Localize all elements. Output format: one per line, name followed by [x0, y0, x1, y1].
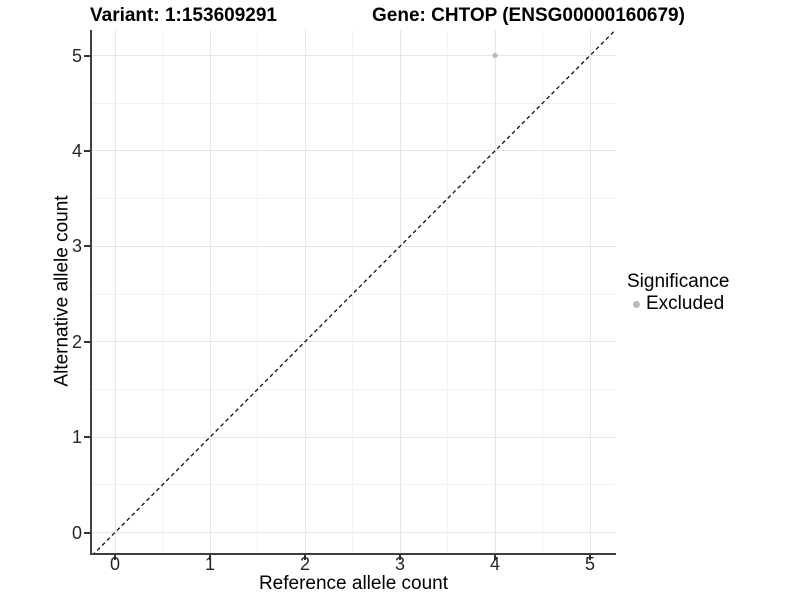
- gridline-y-major: [92, 341, 615, 343]
- x-tick-label: 3: [394, 554, 405, 574]
- gridline-x-minor: [352, 30, 353, 553]
- gridline-x-major: [209, 30, 211, 553]
- y-tick-label: 5: [71, 45, 82, 66]
- plot-title-gene: Gene: CHTOP (ENSG00000160679): [372, 5, 685, 26]
- x-tick-mark: [114, 555, 116, 560]
- x-tick-mark: [399, 555, 401, 560]
- data-point: [492, 52, 498, 59]
- gridline-y-minor: [92, 102, 615, 104]
- gridline-y-minor: [92, 388, 615, 390]
- gridline-x-major: [399, 30, 401, 553]
- gridline-y-major: [92, 436, 615, 438]
- x-axis-line: [90, 553, 616, 555]
- legend-key-dot-icon: [633, 300, 640, 308]
- x-tick-mark: [589, 555, 591, 560]
- gridline-y-major: [92, 150, 615, 152]
- gridline-x-major: [494, 30, 496, 553]
- y-tick-label: 3: [71, 236, 82, 257]
- y-tick-mark: [84, 531, 90, 534]
- legend: Significance Excluded: [627, 271, 729, 315]
- gridline-y-minor: [92, 293, 615, 295]
- x-tick-mark: [494, 555, 496, 560]
- identity-dashed-line: [93, 30, 615, 553]
- gridline-y-major: [92, 532, 615, 533]
- x-tick-label: 1: [204, 554, 215, 574]
- x-tick-mark: [209, 555, 211, 560]
- x-axis-title: Reference allele count: [258, 573, 449, 594]
- gridline-x-major: [304, 30, 306, 553]
- x-tick-label: 4: [489, 554, 500, 574]
- gridline-x-minor: [447, 30, 448, 553]
- y-tick-mark: [84, 436, 90, 439]
- gridline-x-major: [114, 30, 116, 553]
- gridline-x-minor: [542, 30, 543, 553]
- legend-item-label: Excluded: [646, 293, 725, 314]
- plot-panel: [92, 30, 615, 553]
- x-tick-label: 0: [109, 554, 120, 574]
- y-axis-title: Alternative allele count: [51, 195, 73, 387]
- gridline-x-minor: [257, 30, 258, 553]
- y-tick-mark: [84, 340, 90, 343]
- y-tick-mark: [84, 245, 90, 248]
- gridline-x-major: [589, 30, 591, 553]
- legend-title: Significance: [627, 271, 730, 292]
- x-tick-mark: [304, 555, 306, 560]
- x-tick-label: 2: [299, 554, 310, 574]
- legend-item-excluded: Excluded: [633, 293, 729, 315]
- y-tick-label: 1: [71, 427, 82, 448]
- y-tick-mark: [84, 54, 90, 57]
- y-tick-label: 4: [71, 140, 82, 161]
- gridline-x-minor: [162, 30, 163, 553]
- x-tick-label: 5: [584, 554, 595, 574]
- gridline-y-major: [92, 55, 615, 56]
- gridline-y-major: [92, 245, 615, 247]
- gridline-y-minor: [92, 198, 615, 200]
- y-axis-line: [90, 30, 92, 555]
- y-tick-mark: [84, 149, 90, 152]
- panel-canvas: [93, 30, 615, 553]
- plot-title-variant: Variant: 1:153609291: [90, 5, 277, 26]
- gridline-y-minor: [92, 484, 615, 486]
- y-tick-label: 0: [71, 522, 82, 543]
- y-tick-label: 2: [71, 331, 82, 352]
